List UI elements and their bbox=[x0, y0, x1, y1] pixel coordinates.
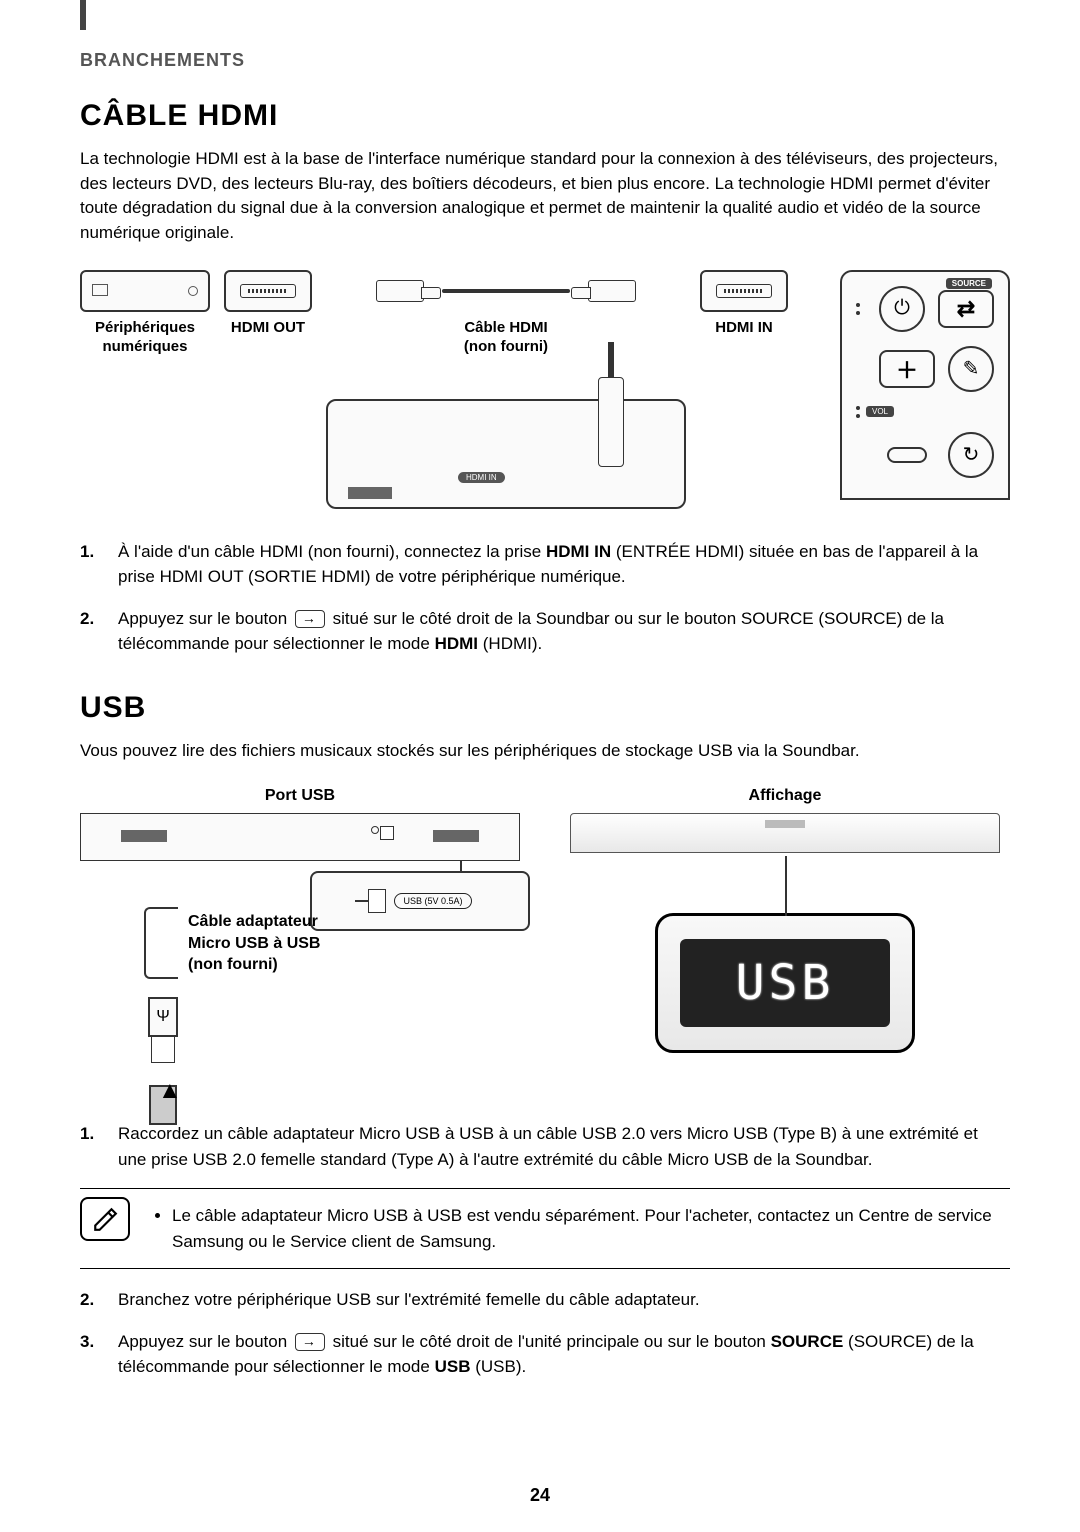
device-label-line1: Périphériques bbox=[95, 319, 195, 336]
hdmi-out-label: HDMI OUT bbox=[231, 318, 305, 338]
digital-device-icon bbox=[80, 270, 210, 312]
usb-step-3: Appuyez sur le bouton situé sur le côté … bbox=[80, 1329, 1010, 1380]
usb-step-2: Branchez votre périphérique USB sur l'ex… bbox=[80, 1287, 1010, 1313]
usb-port-closeup-icon: USB (5V 0.5A) bbox=[310, 871, 530, 931]
source-button-icon: SOURCE ⇄ bbox=[938, 290, 994, 328]
hdmi-in-label: HDMI IN bbox=[715, 318, 773, 338]
adapter-label: Câble adaptateur Micro USB à USB (non fo… bbox=[188, 911, 320, 976]
soundbar-front-icon bbox=[570, 813, 1000, 853]
usb-diagram: Port USB USB (5V 0.5A) Câble adaptateur … bbox=[80, 787, 1010, 1053]
device-label-line2: numériques bbox=[95, 337, 195, 357]
vol-up-icon: ＋ bbox=[879, 350, 935, 388]
usb-step-1: Raccordez un câble adaptateur Micro USB … bbox=[80, 1121, 1010, 1172]
hdmi-cable-icon bbox=[376, 270, 636, 312]
hdmi-steps: À l'aide d'un câble HDMI (non fourni), c… bbox=[80, 539, 1010, 657]
note-text: Le câble adaptateur Micro USB à USB est … bbox=[172, 1203, 1010, 1254]
usb-port-label: Port USB bbox=[80, 787, 520, 805]
section-header: BRANCHEMENTS bbox=[80, 50, 1010, 71]
usb-display-diagram: Affichage USB bbox=[570, 787, 1000, 1053]
hdmi-in-port-label: HDMI IN bbox=[458, 472, 505, 483]
source-inline-icon bbox=[295, 610, 325, 628]
usb-port-diagram: Port USB USB (5V 0.5A) Câble adaptateur … bbox=[80, 787, 520, 1053]
hdmi-cable-label: Câble HDMI (non fourni) bbox=[464, 318, 548, 357]
hdmi-in-port-icon bbox=[700, 270, 788, 312]
hdmi-cable-label-line2: (non fourni) bbox=[464, 337, 548, 357]
note-pencil-icon bbox=[80, 1197, 130, 1241]
usb-port-text: USB (5V 0.5A) bbox=[394, 893, 471, 909]
adapter-bracket-icon bbox=[144, 907, 178, 979]
usb-stick-icon: Ψ bbox=[148, 997, 178, 1125]
display-label: Affichage bbox=[570, 787, 1000, 805]
display-text: USB bbox=[680, 939, 890, 1027]
hdmi-cable-label-line1: Câble HDMI bbox=[464, 319, 547, 336]
remote-control-icon: ⏻ SOURCE ⇄ ＋ ✎ VOL ↻ bbox=[840, 270, 1010, 500]
device-label: Périphériques numériques bbox=[95, 318, 195, 357]
callout-line-icon bbox=[785, 856, 787, 916]
soundbar-display-icon: USB bbox=[655, 913, 915, 1053]
source-inline-icon bbox=[295, 1333, 325, 1351]
vol-down-icon bbox=[887, 447, 927, 463]
soundbar-top-icon bbox=[80, 813, 520, 861]
sound-effect-icon: ✎ bbox=[948, 346, 994, 392]
soundbar-bottom-icon: HDMI IN bbox=[326, 399, 686, 509]
hdmi-intro: La technologie HDMI est à la base de l'i… bbox=[80, 147, 1010, 246]
page-number: 24 bbox=[0, 1485, 1080, 1506]
usb-steps-part2: Branchez votre périphérique USB sur l'ex… bbox=[80, 1287, 1010, 1380]
source-pill: SOURCE bbox=[946, 278, 992, 289]
usb-steps-part1: Raccordez un câble adaptateur Micro USB … bbox=[80, 1121, 1010, 1172]
repeat-icon: ↻ bbox=[948, 432, 994, 478]
arrow-up-icon: ▲ bbox=[158, 1077, 182, 1105]
page-tab-mark bbox=[80, 0, 86, 30]
usb-intro: Vous pouvez lire des fichiers musicaux s… bbox=[80, 739, 1010, 764]
power-icon: ⏻ bbox=[879, 286, 925, 332]
note-box: Le câble adaptateur Micro USB à USB est … bbox=[80, 1188, 1010, 1269]
usb-trident-icon: Ψ bbox=[156, 1008, 169, 1026]
hdmi-title: CÂBLE HDMI bbox=[80, 99, 1010, 133]
usb-title: USB bbox=[80, 691, 1010, 725]
hdmi-plug-inserted-icon bbox=[598, 377, 624, 467]
hdmi-diagram: Périphériques numériques HDMI OUT Câble … bbox=[80, 270, 1010, 509]
hdmi-out-port-icon bbox=[224, 270, 312, 312]
vol-pill: VOL bbox=[866, 406, 894, 417]
hdmi-step-1: À l'aide d'un câble HDMI (non fourni), c… bbox=[80, 539, 1010, 590]
hdmi-step-2: Appuyez sur le bouton situé sur le côté … bbox=[80, 606, 1010, 657]
micro-usb-connector-icon bbox=[368, 889, 386, 913]
